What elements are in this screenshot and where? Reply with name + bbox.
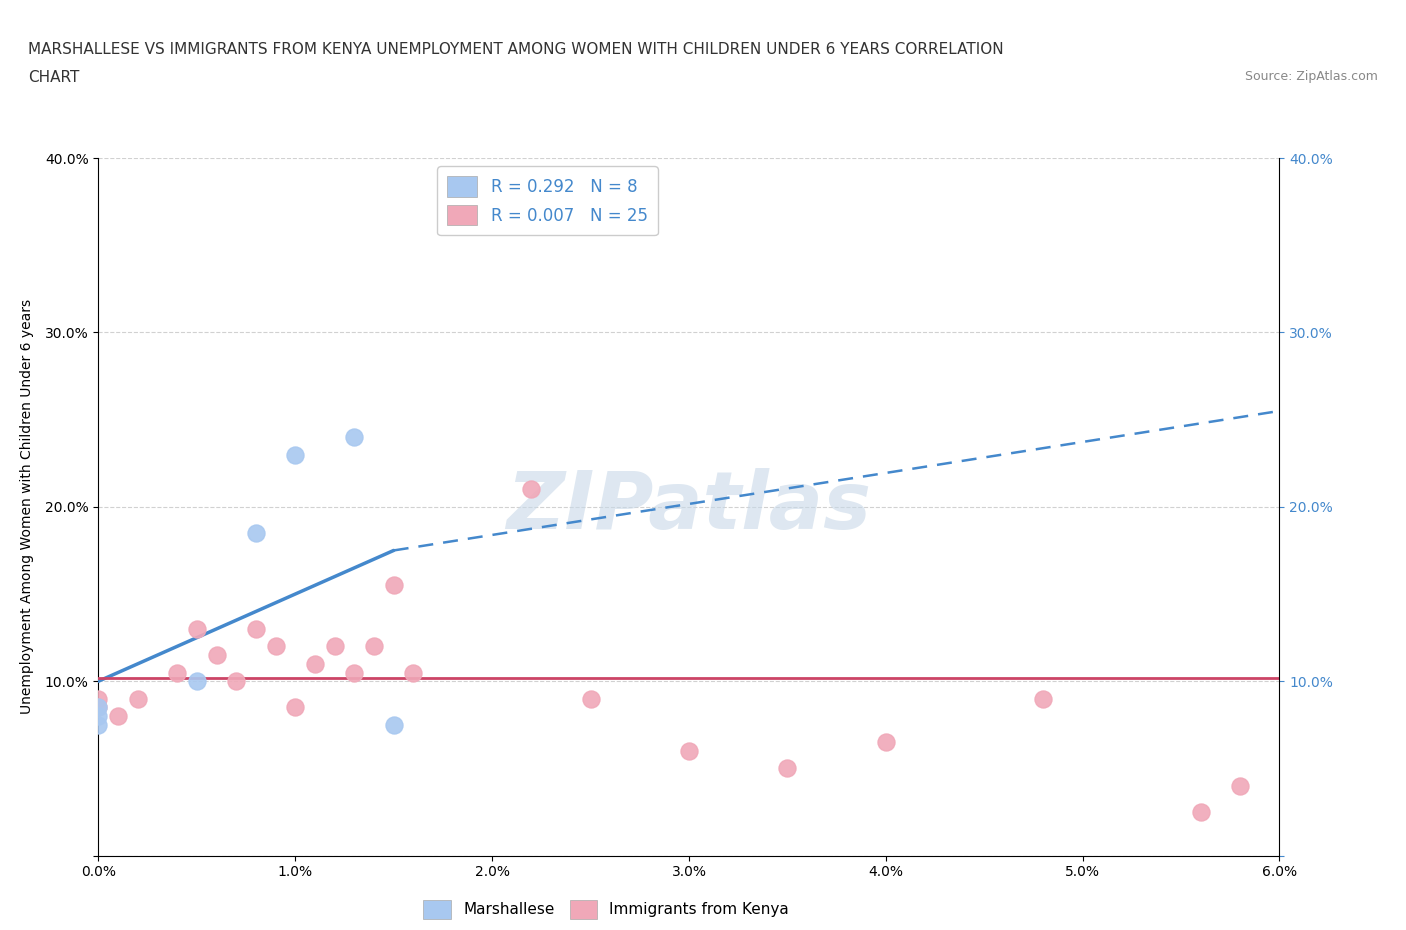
Point xyxy=(579,691,602,706)
Legend: Marshallese, Immigrants from Kenya: Marshallese, Immigrants from Kenya xyxy=(418,894,796,924)
Point xyxy=(245,621,267,636)
Point xyxy=(363,639,385,654)
Point xyxy=(520,482,543,497)
Point xyxy=(1189,804,1212,819)
Point xyxy=(382,717,405,732)
Point xyxy=(678,744,700,759)
Point xyxy=(87,709,110,724)
Point xyxy=(87,717,110,732)
Point xyxy=(382,578,405,592)
Point xyxy=(186,673,208,688)
Point xyxy=(343,430,366,445)
Point xyxy=(264,639,287,654)
Y-axis label: Unemployment Among Women with Children Under 6 years: Unemployment Among Women with Children U… xyxy=(20,299,34,714)
Point xyxy=(107,709,129,724)
Point xyxy=(87,700,110,715)
Text: CHART: CHART xyxy=(28,70,80,85)
Point xyxy=(284,700,307,715)
Point xyxy=(323,639,346,654)
Point xyxy=(87,700,110,715)
Point xyxy=(284,447,307,462)
Point xyxy=(166,665,188,680)
Point xyxy=(1229,778,1251,793)
Point xyxy=(205,647,228,662)
Point xyxy=(245,525,267,540)
Point xyxy=(304,657,326,671)
Point xyxy=(1032,691,1054,706)
Point xyxy=(776,761,799,776)
Text: ZIPatlas: ZIPatlas xyxy=(506,468,872,546)
Point xyxy=(225,673,247,688)
Point xyxy=(402,665,425,680)
Point xyxy=(127,691,149,706)
Point xyxy=(87,691,110,706)
Point xyxy=(343,665,366,680)
Point xyxy=(186,621,208,636)
Point xyxy=(875,735,897,750)
Text: Source: ZipAtlas.com: Source: ZipAtlas.com xyxy=(1244,70,1378,83)
Text: MARSHALLESE VS IMMIGRANTS FROM KENYA UNEMPLOYMENT AMONG WOMEN WITH CHILDREN UNDE: MARSHALLESE VS IMMIGRANTS FROM KENYA UNE… xyxy=(28,42,1004,57)
